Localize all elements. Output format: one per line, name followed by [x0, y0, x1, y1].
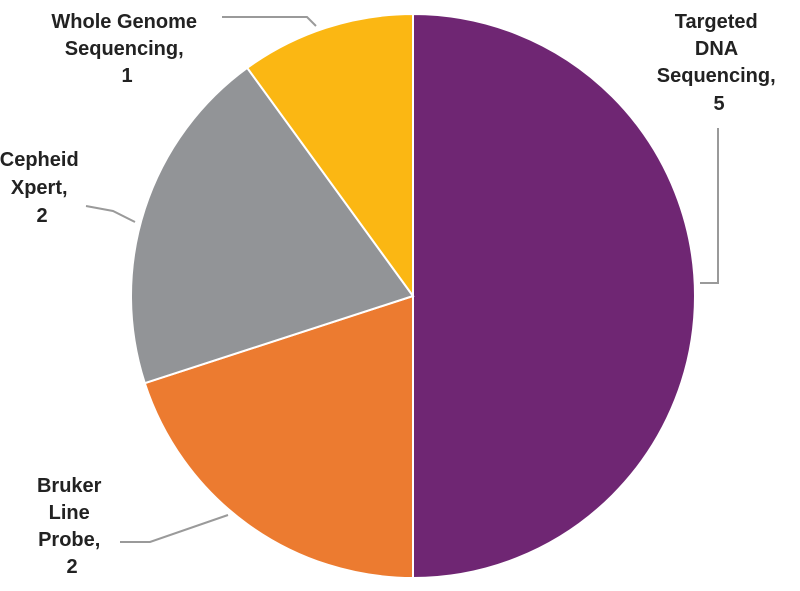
label-targeted-dna-sequencing: Targeted DNA Sequencing, 5 [657, 11, 781, 115]
leader-line-cepheid-xpert [85, 205, 136, 223]
label-bruker-line-probe: Bruker Line Probe, 2 [37, 475, 107, 578]
pie-slice-targeted-dna-sequencing [412, 12, 696, 580]
label-whole-genome-sequencing: Whole Genome Sequencing, 1 [51, 11, 202, 87]
leader-line-bruker-line-probe [120, 514, 229, 543]
label-cepheid-xpert: Cepheid Xpert, 2 [0, 149, 84, 227]
pie-slice-bruker-line-probe [143, 294, 414, 580]
leader-line-targeted-dna-sequencing [700, 128, 719, 284]
leader-lines [85, 16, 719, 543]
pie-slice-whole-genome-sequencing [245, 12, 414, 300]
pie-slice-cepheid-xpert [130, 66, 415, 385]
pie-slices [130, 12, 696, 580]
leader-line-whole-genome-sequencing [222, 16, 317, 27]
